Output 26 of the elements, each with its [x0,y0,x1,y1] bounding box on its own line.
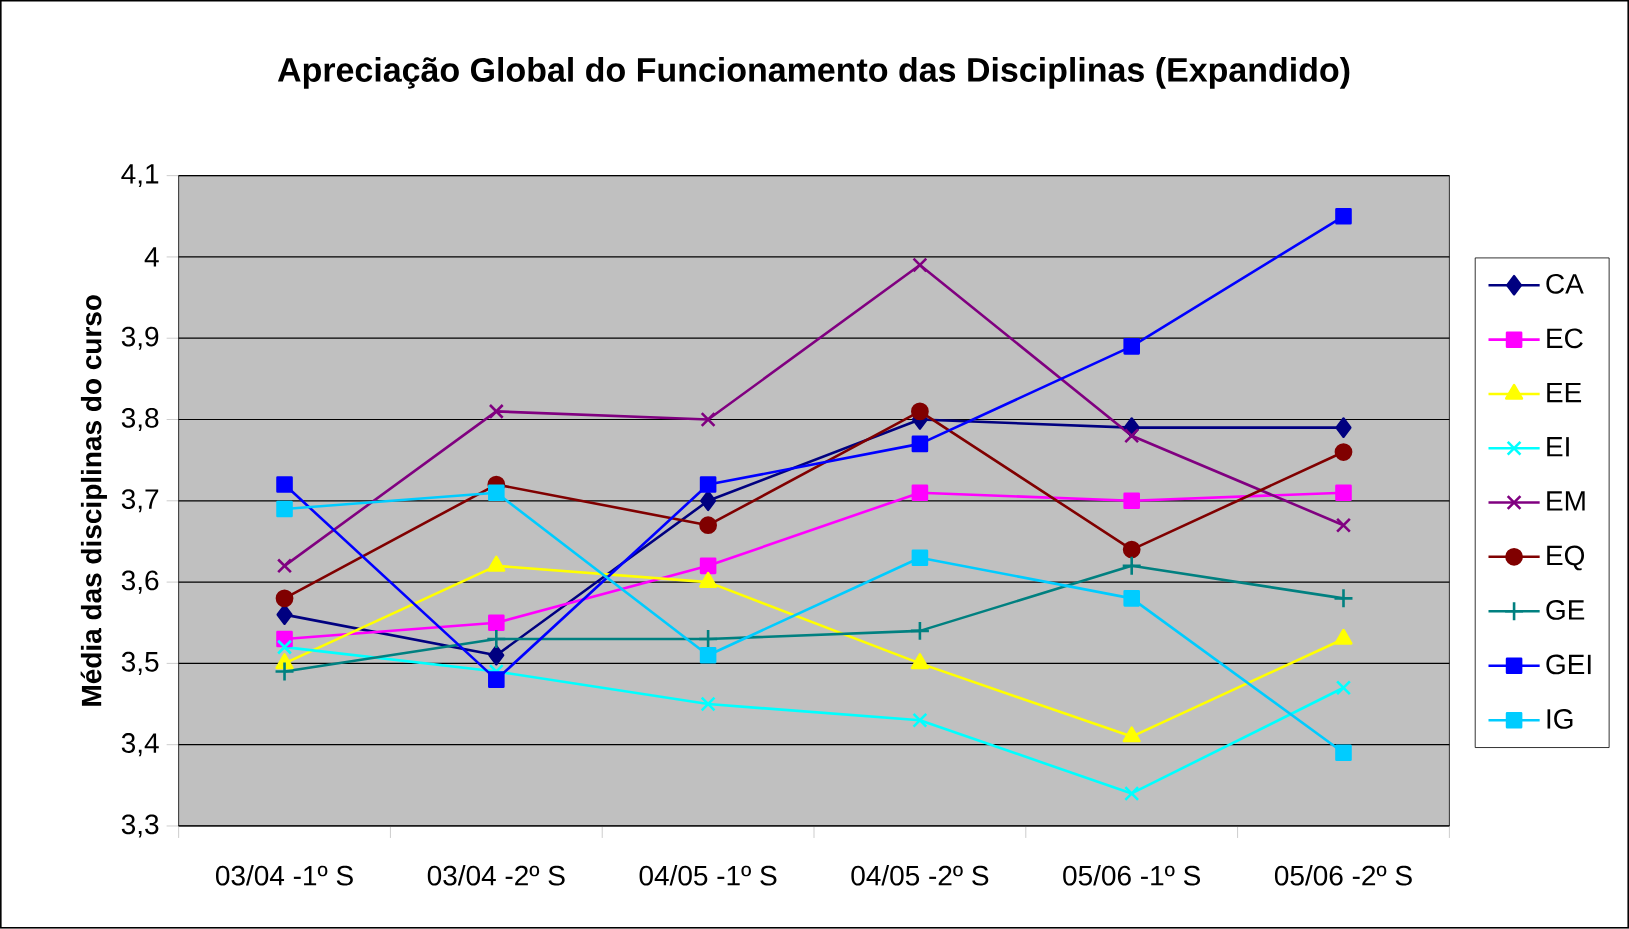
x-tick-label: 04/05 -2º S [851,865,989,886]
legend-label: EM [1547,491,1585,511]
legend-label: GEI [1546,654,1591,675]
y-tick-label: 3,6 [121,570,159,594]
y-tick-label: 4,1 [121,164,159,188]
y-tick-label: 3,7 [121,489,159,513]
y-tick-label: 4 [144,247,159,267]
x-tick-label: 03/04 -1º S [215,865,353,886]
x-tick-label: 05/06 -2º S [1274,865,1412,886]
y-tick-label: 3,3 [121,814,159,838]
legend-label: EI [1547,437,1569,457]
y-axis-title: Média das disciplinas do curso [80,295,107,706]
legend-label: IG [1547,709,1573,729]
legend-label: GE [1546,600,1585,620]
legend-label: EE [1547,383,1582,403]
y-tick-label: 3,5 [121,651,159,676]
y-tick-label: 3,9 [121,326,159,350]
x-tick-label: 03/04 -2º S [427,865,565,886]
y-tick-label: 3,4 [121,733,159,757]
legend-label: EC [1547,328,1583,349]
x-tick-label: 05/06 -1º S [1063,865,1201,886]
y-tick-label: 3,8 [121,408,159,432]
legend-label: CA [1546,274,1584,294]
x-tick-label: 04/05 -1º S [639,865,777,886]
chart-title: Apreciação Global do Funcionamento das Disciplinas (Expandido) [277,57,1350,89]
legend-label: EQ [1547,545,1585,571]
